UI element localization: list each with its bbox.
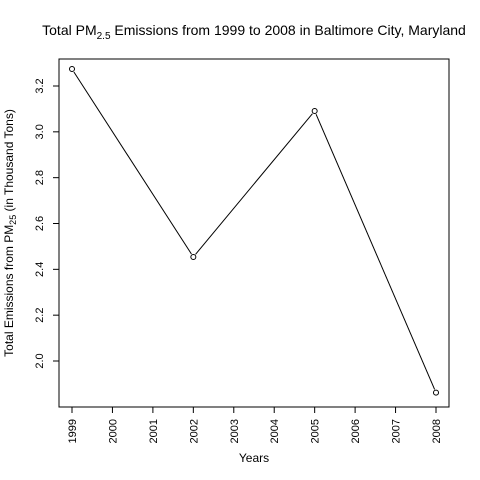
- x-tick-label: 2000: [107, 419, 119, 443]
- y-tick-label: 2.8: [34, 170, 46, 185]
- chart-title: Total PM2.5 Emissions from 1999 to 2008 …: [42, 22, 466, 42]
- x-tick-label: 2005: [310, 419, 322, 443]
- x-tick-label: 2004: [269, 419, 281, 443]
- series-layer: [70, 67, 439, 396]
- y-axis-label-post: (in Thousand Tons): [2, 109, 16, 215]
- y-axis-label: Total Emissions from PM25 (in Thousand T…: [2, 109, 18, 357]
- x-tick-label: 2007: [391, 419, 403, 443]
- data-point: [312, 108, 317, 113]
- x-tick-label: 2008: [431, 419, 443, 443]
- x-tick-label: 1999: [67, 419, 79, 443]
- chart-title-post: Emissions from 1999 to 2008 in Baltimore…: [111, 22, 466, 38]
- y-axis-label-subscript: 25: [8, 215, 18, 225]
- y-tick-label: 2.0: [34, 353, 46, 368]
- chart-title-subscript: 2.5: [97, 31, 111, 42]
- y-tick-label: 3.0: [34, 124, 46, 139]
- series-segment: [196, 114, 313, 255]
- data-point: [434, 390, 439, 395]
- x-tick-label: 2006: [350, 419, 362, 443]
- data-point: [70, 67, 75, 72]
- y-tick-label: 2.2: [34, 308, 46, 323]
- plot-frame: [59, 59, 449, 407]
- y-axis-label-pre: Total Emissions from PM: [2, 225, 16, 357]
- x-tick-label: 2003: [229, 419, 241, 443]
- series-segment: [316, 114, 435, 389]
- x-axis-label: Years: [239, 451, 269, 465]
- y-tick-label: 2.6: [34, 216, 46, 231]
- chart-title-pre: Total PM: [42, 22, 96, 38]
- x-tick-label: 2001: [148, 419, 160, 443]
- x-axis: 1999 2000 2001 2002 2003 2004 2005 2006 2007 2008: [67, 407, 443, 443]
- y-axis: 2.0 2.2 2.4 2.6 2.8 3.0 3.2: [34, 78, 59, 368]
- series-segment: [74, 72, 192, 254]
- x-tick-label: 2002: [188, 419, 200, 443]
- y-tick-label: 2.4: [34, 262, 46, 277]
- data-point: [191, 254, 196, 259]
- y-tick-label: 3.2: [34, 78, 46, 93]
